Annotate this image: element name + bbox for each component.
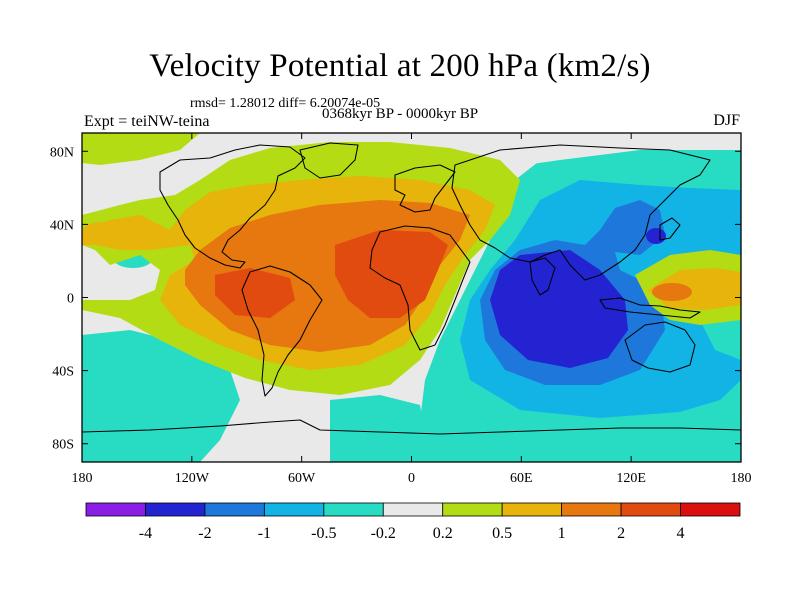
contour-pos-2-samerica xyxy=(215,268,295,318)
colorbar-label: 2 xyxy=(617,525,625,542)
y-tick-label: 40S xyxy=(52,365,74,380)
colorbar-swatch xyxy=(442,502,503,517)
colorbar-swatch xyxy=(620,502,681,517)
period-label: 0368kyr BP - 0000kyr BP xyxy=(321,106,479,122)
contour-pos-alaska xyxy=(82,133,200,165)
chart-title: Velocity Potential at 200 hPa (km2/s) xyxy=(149,48,651,84)
colorbar-label: -4 xyxy=(139,525,152,542)
colorbar-swatch xyxy=(145,502,206,517)
x-tick-label: 120E xyxy=(616,471,646,486)
colorbar-label: -1 xyxy=(258,525,271,542)
y-tick-label: 80N xyxy=(50,145,74,160)
coast-japan xyxy=(659,217,681,241)
colorbar-swatch xyxy=(501,502,563,517)
y-tick-label: 0 xyxy=(67,292,74,307)
coast-south-america xyxy=(241,265,323,397)
colorbar-swatch xyxy=(382,502,444,517)
coast-europe xyxy=(394,164,456,213)
colorbar-label: 0.2 xyxy=(433,525,453,542)
axes: 180 120W 60W 0 60E 120E 180 80N 40N 0 40S 80S xyxy=(50,133,752,486)
colorbar-swatch xyxy=(680,502,741,517)
x-tick-label: 120W xyxy=(175,471,210,486)
x-tick-label: 0 xyxy=(408,471,415,486)
colorbar-label: -0.5 xyxy=(311,525,336,542)
x-tick-label: 60W xyxy=(288,471,316,486)
coast-australia xyxy=(624,321,696,373)
contour-neutral-arctic-east xyxy=(520,133,741,165)
colorbar-label: 0.5 xyxy=(492,525,512,542)
contour-pos-atlantic-nw xyxy=(82,222,118,242)
season-label: DJF xyxy=(713,112,740,129)
colorbar-swatch xyxy=(561,502,622,517)
coast-antarctica xyxy=(82,419,741,435)
coast-north-america xyxy=(159,144,306,269)
contour-neg-2 xyxy=(490,250,628,368)
experiment-label: Expt = teiNW-teina xyxy=(84,113,210,130)
x-tick-label: 180 xyxy=(72,471,93,486)
x-tick-label: 60E xyxy=(510,471,533,486)
coast-indian-subcontinent xyxy=(529,257,556,296)
y-tick-label: 80S xyxy=(52,438,74,453)
contour-neg-south-2 xyxy=(330,395,430,462)
coast-africa xyxy=(369,225,471,351)
contour-pos-wpacific-3 xyxy=(652,283,692,301)
y-tick-label: 40N xyxy=(50,218,74,233)
colorbar-label: 4 xyxy=(677,525,685,542)
coast-maritime-continent xyxy=(599,297,701,319)
stats-line: rmsd= 1.28012 diff= 6.20074e-05 xyxy=(190,96,381,111)
x-tick-label: 180 xyxy=(731,471,752,486)
colorbar-swatch xyxy=(323,502,384,517)
coast-greenland xyxy=(299,142,359,179)
velocity-potential-map xyxy=(82,133,741,462)
colorbar-swatch xyxy=(85,502,146,517)
colorbar-label: -0.2 xyxy=(371,525,396,542)
colorbar-label: -2 xyxy=(198,525,211,542)
colorbar-label: 1 xyxy=(558,525,566,542)
colorbar: -4 -2 -1 -0.5 -0.2 0.2 0.5 1 2 4 xyxy=(85,502,741,542)
contour-pos-2-africa xyxy=(335,230,448,318)
coast-asia xyxy=(451,144,711,281)
colorbar-swatch xyxy=(204,502,265,517)
coastlines xyxy=(82,142,741,435)
contour-neg-2-japan xyxy=(646,228,666,244)
contour-neg-south xyxy=(82,330,240,462)
colorbar-swatch xyxy=(263,502,325,517)
